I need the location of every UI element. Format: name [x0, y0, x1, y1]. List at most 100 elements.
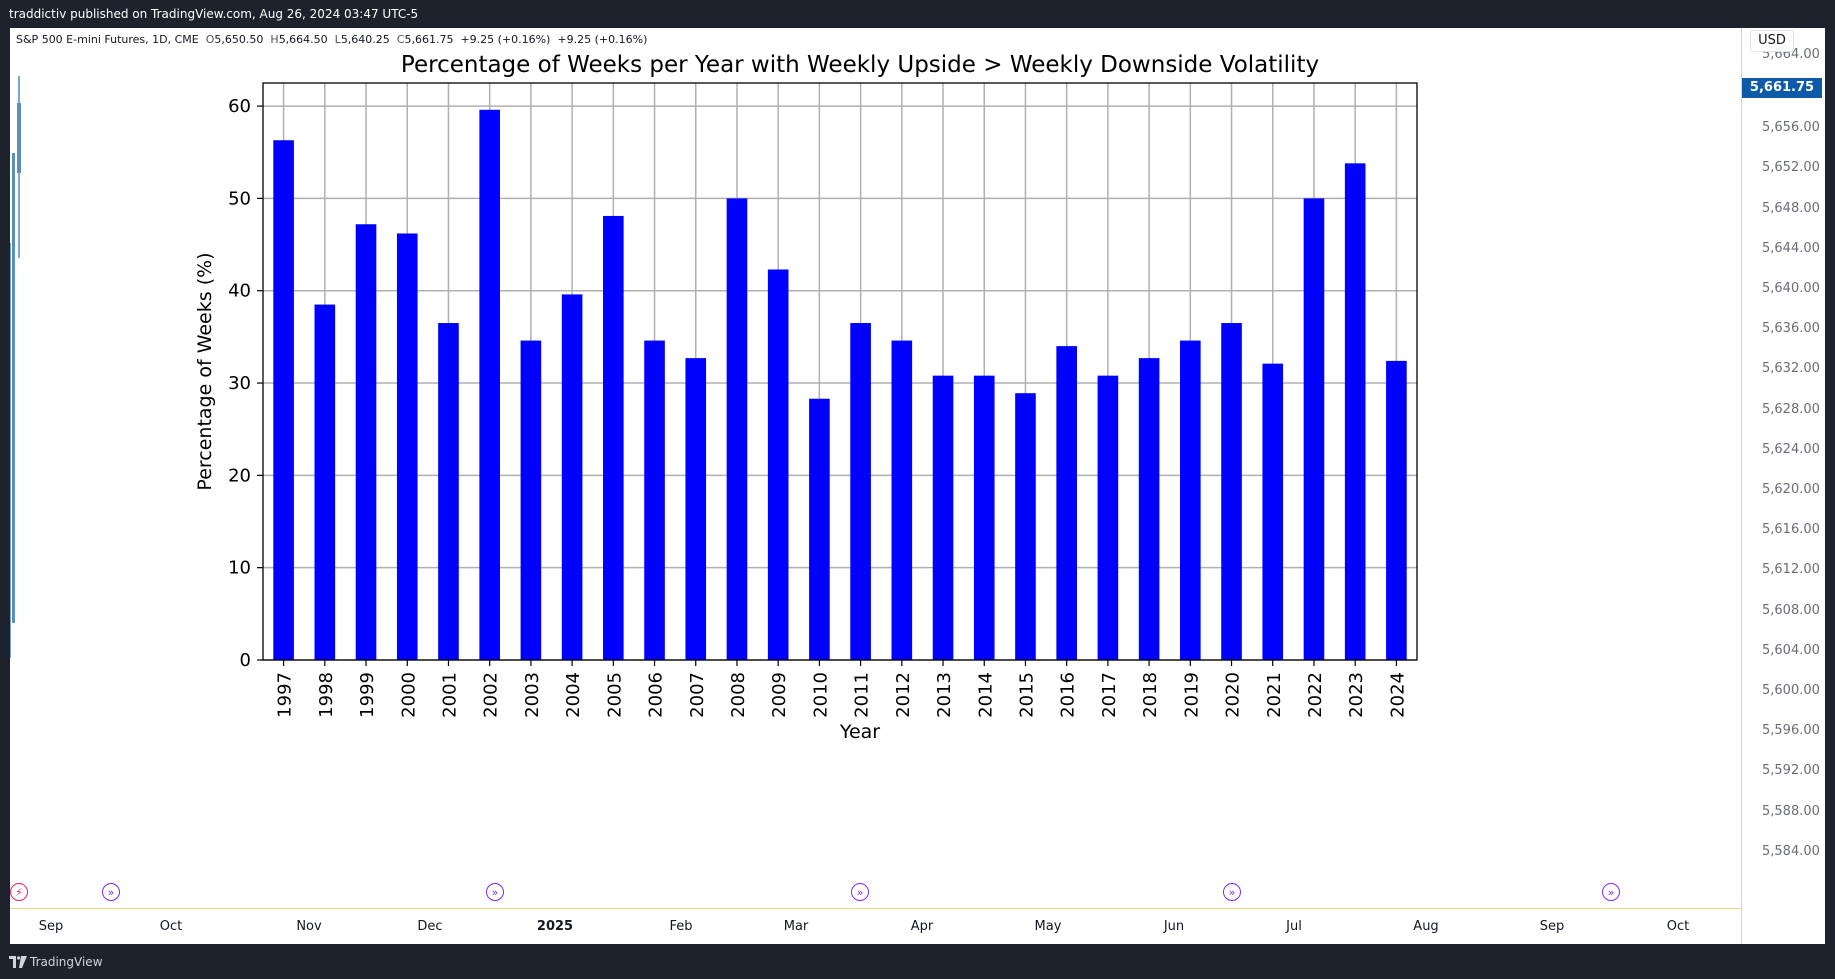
lightning-icon[interactable]: ⚡ — [10, 883, 28, 901]
x-tick-label: 1999 — [357, 672, 378, 718]
bar-2020 — [1221, 323, 1242, 660]
bar-2019 — [1180, 340, 1201, 660]
bar-2009 — [767, 269, 789, 660]
bar-2017 — [1097, 375, 1119, 660]
footer-bar: TradingView — [0, 944, 1835, 979]
bar-2006 — [644, 340, 665, 660]
bar-2013 — [932, 375, 954, 660]
currency-button[interactable]: USD — [1750, 30, 1794, 52]
forward-icon[interactable]: » — [851, 883, 869, 901]
x-tick-label: 2015 — [1016, 672, 1037, 718]
open-value: 5,650.50 — [214, 33, 264, 46]
x-tick-label: 2018 — [1140, 672, 1161, 718]
y-tick-label: 10 — [228, 558, 251, 579]
price-tick: 5,612.00 — [1762, 562, 1820, 578]
bar-2011 — [850, 323, 871, 660]
x-tick-label: 2014 — [975, 672, 996, 718]
change-value-2: +9.25 (+0.16%) — [557, 33, 648, 46]
bar-2010 — [809, 398, 830, 660]
y-tick-label: 60 — [228, 96, 251, 117]
tradingview-logo[interactable]: TradingView — [9, 955, 103, 969]
high-value: 5,664.50 — [278, 33, 328, 46]
close-label: C — [396, 33, 405, 46]
bar-chart: 0 10 20 30 40 50 60 1997 1998 1999 2000 2001 2002 200… — [194, 52, 1418, 743]
x-tick-label: 2000 — [398, 672, 419, 718]
x-tick-label: 2005 — [604, 672, 625, 718]
bar-2001 — [438, 323, 459, 660]
price-tick: 5,600.00 — [1762, 683, 1820, 698]
candle — [10, 243, 11, 658]
price-tick: 5,652.00 — [1762, 160, 1820, 176]
bar-2018 — [1138, 358, 1160, 660]
price-tick: 5,648.00 — [1762, 200, 1820, 216]
bar-2023 — [1344, 163, 1366, 660]
y-tick-label: 30 — [228, 373, 251, 394]
x-tick-label: 2010 — [810, 672, 831, 718]
time-tick: Nov — [296, 919, 322, 934]
open-label: O — [205, 33, 215, 46]
bar-1997 — [273, 140, 294, 660]
symbol-legend[interactable]: S&P 500 E-mini Futures, 1D, CME O5,650.5… — [16, 33, 647, 46]
price-tick: 5,632.00 — [1762, 361, 1820, 377]
candle — [12, 153, 15, 623]
symbol-name[interactable]: S&P 500 E-mini Futures, 1D, CME — [16, 33, 199, 46]
x-tick-label: 2019 — [1181, 672, 1202, 718]
brand-name: TradingView — [30, 955, 103, 969]
bar-2022 — [1303, 198, 1325, 660]
bar-2024 — [1386, 360, 1407, 660]
bar-2005 — [603, 215, 624, 660]
x-tick-label: 2008 — [728, 672, 749, 718]
x-tick-label: 2011 — [852, 672, 873, 718]
bar-2004 — [561, 294, 583, 660]
x-tick-label: 2001 — [439, 672, 460, 718]
time-tick: Aug — [1413, 919, 1439, 934]
x-tick-label: 2017 — [1099, 672, 1120, 718]
x-tick-label: 2007 — [687, 672, 708, 718]
change-value: +9.25 (+0.16%) — [460, 33, 551, 46]
time-tick: Apr — [910, 919, 934, 934]
time-tick: Feb — [669, 919, 693, 934]
y-tick-label: 20 — [228, 465, 251, 486]
price-tick: 5,616.00 — [1762, 522, 1820, 538]
bar-2002 — [479, 109, 500, 660]
time-tick: Oct — [159, 919, 183, 934]
bar-2000 — [396, 233, 418, 660]
forward-icon[interactable]: » — [102, 883, 120, 901]
bar-2014 — [973, 375, 995, 660]
bar-2021 — [1262, 363, 1284, 660]
tradingview-icon — [9, 956, 27, 968]
x-tick-label: 2002 — [481, 672, 502, 718]
x-tick-label: 2012 — [893, 672, 914, 718]
price-tick: 5,628.00 — [1762, 401, 1820, 417]
price-tick: 5,656.00 — [1762, 120, 1820, 136]
price-tick: 5,592.00 — [1762, 763, 1820, 779]
time-tick: May — [1034, 919, 1062, 934]
time-tick: Sep — [1539, 919, 1565, 934]
price-axis[interactable]: 5,664.005,660.005,656.005,652.005,648.00… — [1741, 28, 1825, 944]
time-tick: Oct — [1666, 919, 1690, 934]
low-value: 5,640.25 — [340, 33, 390, 46]
forward-icon[interactable]: » — [1602, 883, 1620, 901]
forward-icon[interactable]: » — [1223, 883, 1241, 901]
price-tick: 5,604.00 — [1762, 642, 1820, 658]
forward-icon[interactable]: » — [486, 883, 504, 901]
x-tick-label: 2004 — [563, 672, 584, 718]
bar-2008 — [726, 198, 748, 660]
price-tick: 5,640.00 — [1762, 281, 1820, 296]
time-axis[interactable]: Sep Oct Nov Dec 2025 Feb Mar Apr May Jun Jul Aug Sep… — [10, 908, 1741, 944]
price-tick: 5,636.00 — [1762, 321, 1820, 337]
bar-2015 — [1015, 393, 1036, 660]
bar-2003 — [520, 340, 542, 660]
bar-2007 — [685, 358, 707, 660]
price-tick: 5,608.00 — [1762, 602, 1820, 618]
x-tick-label: 2023 — [1346, 672, 1367, 718]
time-tick: Jun — [1163, 919, 1185, 934]
x-tick-label: 2022 — [1305, 672, 1326, 718]
chart-frame[interactable]: S&P 500 E-mini Futures, 1D, CME O5,650.5… — [10, 28, 1825, 944]
x-tick-label: 1998 — [316, 672, 337, 718]
x-tick-label: 2009 — [769, 672, 790, 718]
price-tick: 5,596.00 — [1762, 723, 1820, 739]
chart-title: Percentage of Weeks per Year with Weekly… — [401, 52, 1319, 78]
y-axis-label: Percentage of Weeks (%) — [194, 252, 216, 490]
x-tick-label: 2020 — [1223, 672, 1244, 718]
